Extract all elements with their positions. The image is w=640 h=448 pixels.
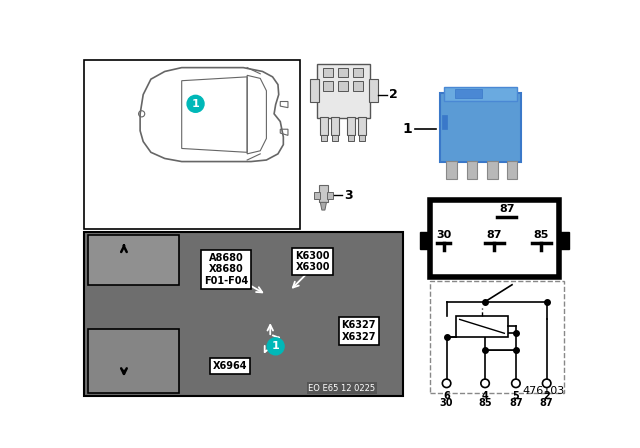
- Bar: [331, 117, 339, 135]
- Polygon shape: [320, 202, 326, 210]
- Text: 2: 2: [543, 391, 550, 401]
- Bar: [559, 233, 569, 250]
- Bar: [323, 68, 333, 77]
- Text: A8680
X8680
F01-F04: A8680 X8680 F01-F04: [204, 253, 248, 286]
- Bar: [84, 60, 300, 229]
- Text: 30: 30: [440, 398, 453, 408]
- Bar: [88, 329, 179, 392]
- Text: K6327
X6327: K6327 X6327: [342, 320, 376, 342]
- Bar: [359, 134, 365, 141]
- Circle shape: [511, 379, 520, 388]
- Bar: [442, 116, 447, 129]
- Bar: [353, 82, 364, 91]
- Text: X6964: X6964: [213, 362, 248, 371]
- Bar: [358, 117, 365, 135]
- Text: 87: 87: [486, 230, 502, 240]
- Bar: [429, 281, 564, 392]
- Text: 5: 5: [513, 391, 519, 401]
- Text: 85: 85: [478, 398, 492, 408]
- Text: 2: 2: [389, 88, 397, 101]
- Bar: [348, 117, 355, 135]
- Text: 1: 1: [192, 99, 200, 109]
- Bar: [338, 82, 348, 91]
- Bar: [440, 93, 520, 162]
- Text: 1: 1: [272, 341, 280, 351]
- Circle shape: [481, 379, 490, 388]
- Bar: [310, 79, 319, 102]
- Bar: [488, 161, 498, 179]
- Bar: [456, 315, 508, 337]
- Bar: [323, 82, 333, 91]
- Text: EO E65 12 0225: EO E65 12 0225: [308, 383, 376, 392]
- Circle shape: [267, 338, 284, 355]
- Bar: [317, 64, 369, 118]
- Text: 85: 85: [534, 230, 549, 240]
- Bar: [485, 333, 516, 350]
- Bar: [444, 87, 516, 101]
- Bar: [332, 134, 338, 141]
- Text: 3: 3: [344, 189, 353, 202]
- Bar: [369, 79, 378, 102]
- Bar: [348, 134, 354, 141]
- Text: 30: 30: [436, 230, 451, 240]
- Bar: [446, 161, 456, 179]
- Text: 6: 6: [444, 391, 450, 401]
- Text: 1: 1: [402, 122, 412, 136]
- Bar: [319, 185, 328, 202]
- Text: 87: 87: [509, 398, 523, 408]
- Circle shape: [543, 379, 551, 388]
- Text: K6300
X6300: K6300 X6300: [295, 251, 330, 272]
- Text: 87: 87: [499, 204, 515, 214]
- Circle shape: [442, 379, 451, 388]
- Bar: [455, 89, 482, 99]
- Bar: [467, 161, 477, 179]
- Text: 476103: 476103: [522, 387, 564, 396]
- Bar: [338, 68, 348, 77]
- Bar: [353, 68, 364, 77]
- Bar: [88, 236, 179, 285]
- Bar: [429, 200, 559, 277]
- Bar: [321, 134, 327, 141]
- Text: 4: 4: [482, 391, 488, 401]
- Bar: [84, 233, 403, 396]
- Bar: [420, 233, 429, 250]
- Circle shape: [187, 95, 204, 112]
- Bar: [314, 192, 319, 198]
- Bar: [508, 161, 516, 179]
- Bar: [327, 192, 333, 198]
- Bar: [320, 117, 328, 135]
- Text: 87: 87: [540, 398, 554, 408]
